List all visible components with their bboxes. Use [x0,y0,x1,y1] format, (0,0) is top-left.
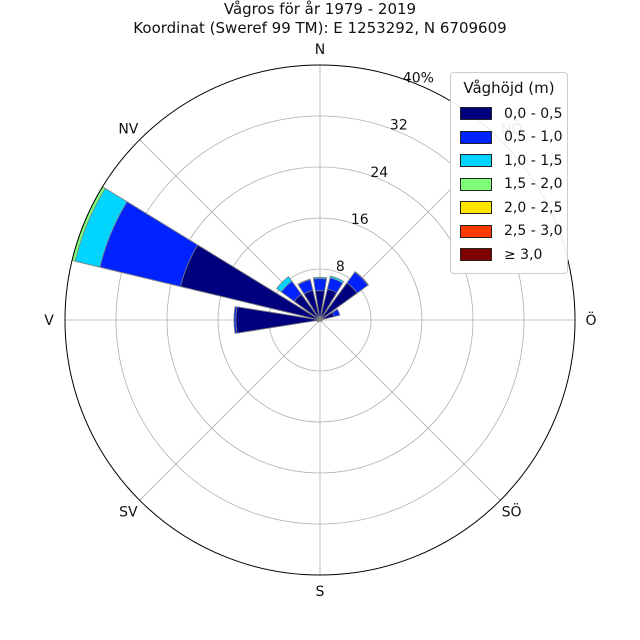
bar-NV-bin-0 [293,293,321,321]
bar-ÖNÖ-bin-0 [319,311,335,321]
grid-ring [217,217,423,423]
radial-tick-label: 16 [351,212,369,228]
legend-label: 2,0 - 2,5 [504,199,563,216]
grid-ring [115,115,525,525]
chart-title-block: Vågros för år 1979 - 2019 Koordinat (Swe… [0,0,640,38]
bar-NNÖ-bin-0 [319,288,338,321]
legend-swatch [460,177,492,191]
legend-label: 1,5 - 2,0 [504,176,563,193]
bar-NÖ-bin-0 [319,282,358,321]
legend-label: ≥ 3,0 [504,246,543,263]
legend-swatch [460,201,492,215]
radial-tick-label: 40% [403,71,434,87]
legend-title: Våghöjd (m) [463,79,555,97]
polar-frame [64,64,576,576]
bar-NNV-bin-0 [303,289,321,321]
grid-ring [166,166,474,474]
compass-label: SÖ [502,503,522,521]
compass-label: S [316,584,325,600]
legend-item: 1,0 - 1,5 [457,149,563,173]
legend-swatch [460,224,492,238]
bar-V-bin-0 [235,306,321,334]
legend-label: 1,0 - 1,5 [504,152,563,169]
legend-swatch [460,130,492,144]
bar-N-bin-0 [314,290,326,321]
legend-item: 2,0 - 2,5 [457,196,563,220]
bar-VNV-bin-0 [180,244,321,321]
legend-item: 0,5 - 1,0 [457,126,563,150]
legend-swatch [460,154,492,168]
legend: Våghöjd (m) 0,0 - 0,5 0,5 - 1,0 1,0 - 1,5 1… [450,72,568,274]
compass-label: Ö [585,311,596,329]
legend-item: 1,5 - 2,0 [457,173,563,197]
grid-spoke [319,319,501,501]
radial-tick-label: 8 [336,259,345,275]
compass-label: SV [119,505,138,521]
chart-subtitle: Koordinat (Sweref 99 TM): E 1253292, N 6… [133,19,507,37]
compass-label: NV [118,121,138,137]
legend-item: ≥ 3,0 [457,243,561,267]
radial-tick-label: 24 [370,165,388,181]
compass-label: V [44,313,54,329]
grid-spoke [139,319,321,501]
compass-label: N [315,42,325,58]
legend-label: 2,5 - 3,0 [504,223,563,240]
legend-swatch [460,107,492,121]
legend-label: 0,0 - 0,5 [504,105,563,122]
legend-label: 0,5 - 1,0 [504,129,563,146]
radial-tick-label: 32 [390,118,408,134]
chart-title: Vågros för år 1979 - 2019 [223,0,417,18]
legend-rows: 0,0 - 0,5 0,5 - 1,0 1,0 - 1,5 1,5 - 2,0 2,0 … [457,102,563,267]
legend-item: 0,0 - 0,5 [457,102,563,126]
legend-item: 2,5 - 3,0 [457,220,563,244]
legend-swatch [460,248,492,262]
